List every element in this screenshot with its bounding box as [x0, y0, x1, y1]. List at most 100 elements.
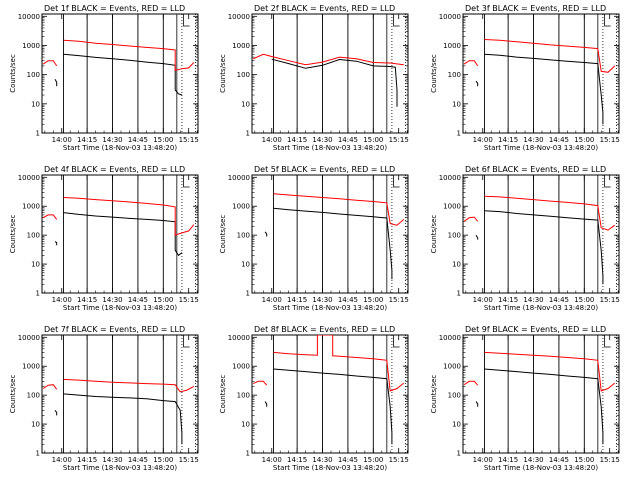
x-tick-label: 14:45: [128, 136, 148, 144]
x-tick-label: 14:30: [312, 456, 332, 464]
y-axis-label: Counts/sec: [219, 215, 227, 254]
x-tick-label: 14:30: [102, 296, 122, 304]
x-tick-label: 14:45: [549, 296, 569, 304]
x-tick-label: 14:00: [473, 296, 493, 304]
series-lld-line: [273, 193, 405, 226]
y-tick-label: 1: [36, 290, 40, 298]
y-tick-label: 1000: [232, 363, 250, 371]
x-tick-label: 15:15: [179, 136, 199, 144]
series-events-line: [54, 212, 183, 257]
x-tick-label: 14:45: [338, 296, 358, 304]
y-tick-label: 10: [31, 261, 40, 269]
series-events-line: [475, 210, 604, 285]
x-axis-label: Start Time (18-Nov-03 13:48:20): [273, 144, 387, 152]
x-tick-label: 15:00: [153, 296, 173, 304]
y-axis-label: Counts/sec: [430, 215, 438, 254]
panel-title: Det 8f BLACK = Events, RED = LLD: [254, 325, 395, 334]
plot-frame: [41, 334, 199, 454]
x-tick-label: 14:30: [523, 136, 543, 144]
y-tick-label: 100: [448, 232, 461, 240]
series-lld-line: [42, 39, 195, 72]
y-tick-label: 1: [457, 450, 461, 458]
y-tick-label: 10000: [18, 13, 40, 21]
y-tick-label: 10000: [228, 174, 250, 182]
panel-det-7: Det 7f BLACK = Events, RED = LLD 1 10 100 10…: [9, 325, 199, 472]
x-tick-label: 14:15: [77, 136, 97, 144]
y-tick-label: 1000: [443, 42, 461, 50]
y-tick-label: 1000: [443, 363, 461, 371]
x-tick-label: 14:15: [287, 296, 307, 304]
y-tick-label: 10: [452, 100, 461, 108]
panel-det-9: Det 9f BLACK = Events, RED = LLD 1 10 100 10…: [430, 325, 620, 472]
x-tick-label: 15:15: [600, 456, 620, 464]
y-axis-label: Counts/sec: [9, 215, 17, 254]
x-axis-label: Start Time (18-Nov-03 13:48:20): [273, 464, 387, 472]
y-tick-label: 10: [241, 261, 250, 269]
x-tick-label: 15:15: [179, 456, 199, 464]
panel-title: Det 5f BLACK = Events, RED = LLD: [254, 165, 395, 174]
series-lld-line: [463, 39, 616, 73]
y-tick-label: 100: [27, 71, 40, 79]
x-tick-label: 14:45: [338, 456, 358, 464]
x-tick-label: 14:15: [77, 456, 97, 464]
y-tick-label: 10: [31, 421, 40, 429]
y-tick-label: 100: [27, 392, 40, 400]
x-tick-label: 14:30: [312, 136, 332, 144]
x-tick-label: 15:00: [153, 136, 173, 144]
bracket-marker: [393, 14, 400, 27]
y-tick-label: 1: [246, 290, 250, 298]
y-tick-label: 1000: [443, 203, 461, 211]
x-axis-label: Start Time (18-Nov-03 13:48:20): [273, 304, 387, 312]
y-tick-label: 10000: [439, 174, 461, 182]
panel-title: Det 7f BLACK = Events, RED = LLD: [44, 325, 185, 334]
panel-title: Det 9f BLACK = Events, RED = LLD: [465, 325, 606, 334]
x-tick-label: 14:00: [52, 296, 72, 304]
x-tick-label: 15:00: [574, 136, 594, 144]
x-tick-label: 14:30: [523, 296, 543, 304]
x-tick-label: 15:15: [389, 456, 409, 464]
x-tick-label: 15:00: [153, 456, 173, 464]
x-axis-label: Start Time (18-Nov-03 13:48:20): [484, 304, 598, 312]
y-tick-label: 10: [452, 261, 461, 269]
x-tick-label: 15:15: [179, 296, 199, 304]
x-tick-label: 14:30: [312, 296, 332, 304]
x-axis-label: Start Time (18-Nov-03 13:48:20): [484, 464, 598, 472]
x-tick-label: 14:30: [102, 456, 122, 464]
series-events-line: [264, 207, 393, 280]
x-tick-label: 14:45: [128, 456, 148, 464]
y-tick-label: 100: [448, 71, 461, 79]
plot-frame: [41, 13, 199, 134]
plot-frame: [462, 174, 620, 294]
series-lld-line: [463, 351, 616, 392]
y-tick-label: 1000: [22, 42, 40, 50]
series-events-line: [264, 368, 393, 445]
series-events-line: [271, 58, 398, 107]
y-tick-label: 10000: [18, 334, 40, 342]
y-tick-label: 1000: [232, 42, 250, 50]
panel-title: Det 4f BLACK = Events, RED = LLD: [44, 165, 185, 174]
panel-title: Det 1f BLACK = Events, RED = LLD: [44, 4, 185, 13]
x-tick-label: 14:00: [262, 136, 282, 144]
series-lld-line: [42, 378, 195, 393]
y-tick-label: 10000: [228, 334, 250, 342]
panel-title: Det 3f BLACK = Events, RED = LLD: [465, 4, 606, 13]
series-events-line: [475, 368, 604, 445]
x-tick-label: 14:00: [473, 136, 493, 144]
panel-det-2: Det 2f BLACK = Events, RED = LLD 1 10 100 10…: [219, 4, 409, 152]
bracket-marker: [393, 175, 400, 188]
panel-det-5: Det 5f BLACK = Events, RED = LLD 1 10 100 10…: [219, 165, 409, 312]
series-lld-line: [252, 53, 404, 66]
y-tick-label: 1: [246, 130, 250, 138]
y-tick-label: 1: [36, 450, 40, 458]
y-tick-label: 1: [36, 130, 40, 138]
y-tick-label: 10: [241, 100, 250, 108]
x-axis-label: Start Time (18-Nov-03 13:48:20): [63, 464, 177, 472]
x-tick-label: 15:00: [574, 456, 594, 464]
y-axis-label: Counts/sec: [9, 375, 17, 414]
x-tick-label: 14:00: [52, 136, 72, 144]
x-tick-label: 14:15: [498, 456, 518, 464]
x-tick-label: 15:15: [389, 136, 409, 144]
bracket-marker: [183, 14, 190, 27]
y-tick-label: 10: [241, 421, 250, 429]
x-tick-label: 14:45: [549, 136, 569, 144]
